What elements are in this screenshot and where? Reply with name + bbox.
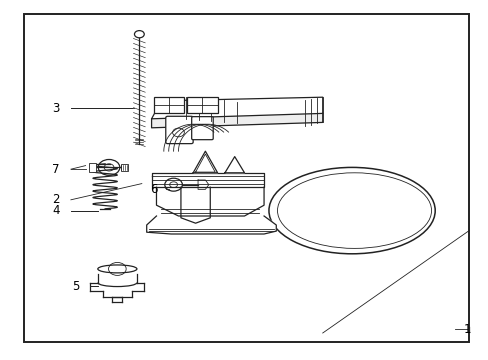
- Text: 6: 6: [150, 183, 158, 195]
- Polygon shape: [193, 151, 217, 173]
- Polygon shape: [146, 216, 276, 234]
- FancyBboxPatch shape: [154, 97, 184, 113]
- Text: 1: 1: [462, 323, 470, 336]
- FancyBboxPatch shape: [187, 97, 217, 113]
- Text: 5: 5: [72, 280, 80, 293]
- Text: 4: 4: [52, 204, 60, 217]
- Ellipse shape: [98, 265, 137, 273]
- Polygon shape: [151, 113, 322, 128]
- Polygon shape: [224, 157, 244, 173]
- Text: 3: 3: [52, 102, 60, 114]
- Polygon shape: [156, 187, 264, 216]
- Polygon shape: [181, 187, 210, 223]
- FancyBboxPatch shape: [191, 117, 213, 140]
- Ellipse shape: [268, 167, 434, 254]
- Ellipse shape: [277, 173, 430, 248]
- FancyBboxPatch shape: [165, 116, 193, 144]
- Bar: [121, 164, 127, 171]
- Text: 2: 2: [52, 193, 60, 206]
- Polygon shape: [151, 173, 264, 187]
- Bar: [89, 163, 96, 172]
- Text: 7: 7: [52, 163, 60, 176]
- Polygon shape: [151, 97, 322, 119]
